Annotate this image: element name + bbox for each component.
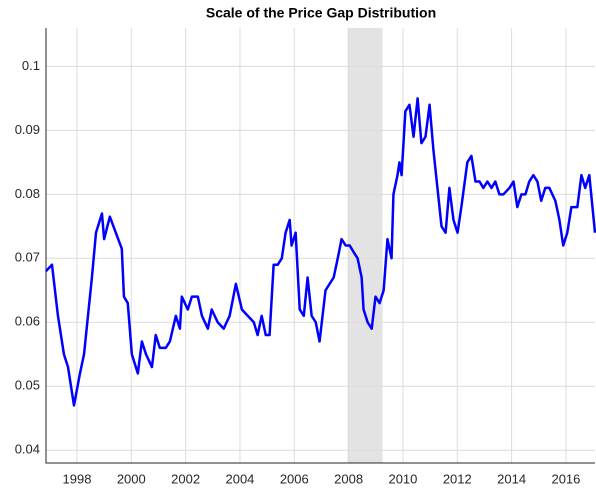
y-tick-label: 0.05 xyxy=(15,378,40,393)
x-tick-label: 2008 xyxy=(334,471,363,486)
x-tick-label: 2000 xyxy=(117,471,146,486)
x-tick-label: 2010 xyxy=(388,471,417,486)
y-tick-label: 0.08 xyxy=(15,186,40,201)
shaded-region xyxy=(347,28,383,463)
y-tick-label: 0.09 xyxy=(15,122,40,137)
x-tick-label: 2006 xyxy=(280,471,309,486)
x-tick-label: 1998 xyxy=(63,471,92,486)
axis-frame xyxy=(45,28,595,464)
y-tick-label: 0.06 xyxy=(15,314,40,329)
y-tick-label: 0.07 xyxy=(15,250,40,265)
x-tick-label: 2014 xyxy=(497,471,526,486)
x-tick-label: 2016 xyxy=(551,471,580,486)
data-line xyxy=(45,97,596,407)
x-tick-label: 2004 xyxy=(225,471,254,486)
x-tick-label: 2012 xyxy=(443,471,472,486)
y-tick-label: 0.1 xyxy=(22,58,40,73)
chart-title: Scale of the Price Gap Distribution xyxy=(206,5,436,21)
y-tick-label: 0.04 xyxy=(15,442,40,457)
x-tick-label: 2002 xyxy=(171,471,200,486)
